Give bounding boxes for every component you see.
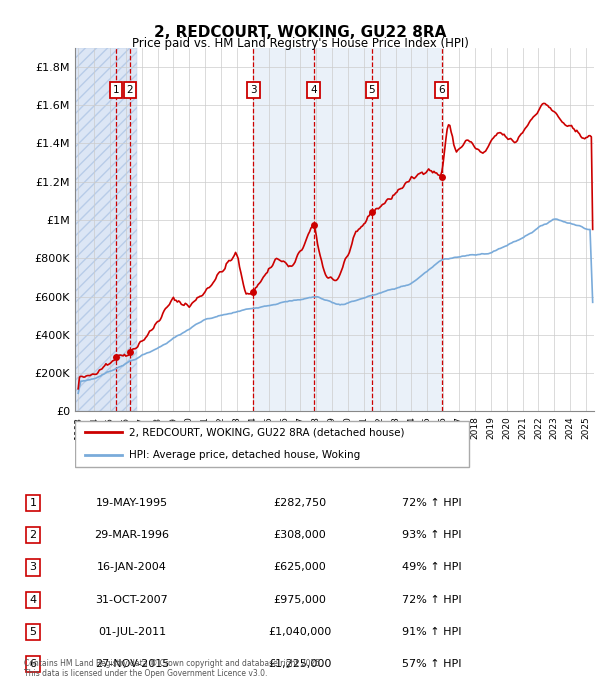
Text: 01-JUL-2011: 01-JUL-2011 — [98, 627, 166, 636]
Text: 29-MAR-1996: 29-MAR-1996 — [95, 530, 170, 541]
Text: 5: 5 — [368, 85, 375, 95]
Text: 2, REDCOURT, WOKING, GU22 8RA (detached house): 2, REDCOURT, WOKING, GU22 8RA (detached … — [130, 428, 405, 437]
Text: 3: 3 — [250, 85, 257, 95]
Text: £1,225,000: £1,225,000 — [268, 659, 332, 669]
Text: 1: 1 — [29, 498, 37, 508]
Text: £625,000: £625,000 — [274, 562, 326, 573]
Text: 91% ↑ HPI: 91% ↑ HPI — [402, 627, 462, 636]
Text: 31-OCT-2007: 31-OCT-2007 — [95, 594, 169, 605]
Text: 16-JAN-2004: 16-JAN-2004 — [97, 562, 167, 573]
Text: HPI: Average price, detached house, Woking: HPI: Average price, detached house, Woki… — [130, 450, 361, 460]
Text: Contains HM Land Registry data © Crown copyright and database right 2025.
This d: Contains HM Land Registry data © Crown c… — [24, 658, 323, 678]
Text: 3: 3 — [29, 562, 37, 573]
Text: 27-NOV-2015: 27-NOV-2015 — [95, 659, 169, 669]
Text: 19-MAY-1995: 19-MAY-1995 — [96, 498, 168, 508]
Text: 72% ↑ HPI: 72% ↑ HPI — [402, 498, 462, 508]
Bar — [253, 48, 442, 411]
Text: 4: 4 — [29, 594, 37, 605]
Text: 93% ↑ HPI: 93% ↑ HPI — [402, 530, 462, 541]
Bar — [75, 48, 137, 411]
Text: 1: 1 — [113, 85, 119, 95]
Text: 6: 6 — [29, 659, 37, 669]
Text: 49% ↑ HPI: 49% ↑ HPI — [402, 562, 462, 573]
Text: 2: 2 — [29, 530, 37, 541]
Text: 2, REDCOURT, WOKING, GU22 8RA: 2, REDCOURT, WOKING, GU22 8RA — [154, 25, 446, 40]
FancyBboxPatch shape — [75, 421, 469, 466]
Text: 72% ↑ HPI: 72% ↑ HPI — [402, 594, 462, 605]
Text: 4: 4 — [310, 85, 317, 95]
Text: 57% ↑ HPI: 57% ↑ HPI — [402, 659, 462, 669]
Text: £1,040,000: £1,040,000 — [268, 627, 332, 636]
Text: £308,000: £308,000 — [274, 530, 326, 541]
Text: Price paid vs. HM Land Registry's House Price Index (HPI): Price paid vs. HM Land Registry's House … — [131, 37, 469, 50]
Text: £282,750: £282,750 — [274, 498, 326, 508]
Text: 2: 2 — [127, 85, 133, 95]
Text: £975,000: £975,000 — [274, 594, 326, 605]
Text: 5: 5 — [29, 627, 37, 636]
Text: 6: 6 — [439, 85, 445, 95]
